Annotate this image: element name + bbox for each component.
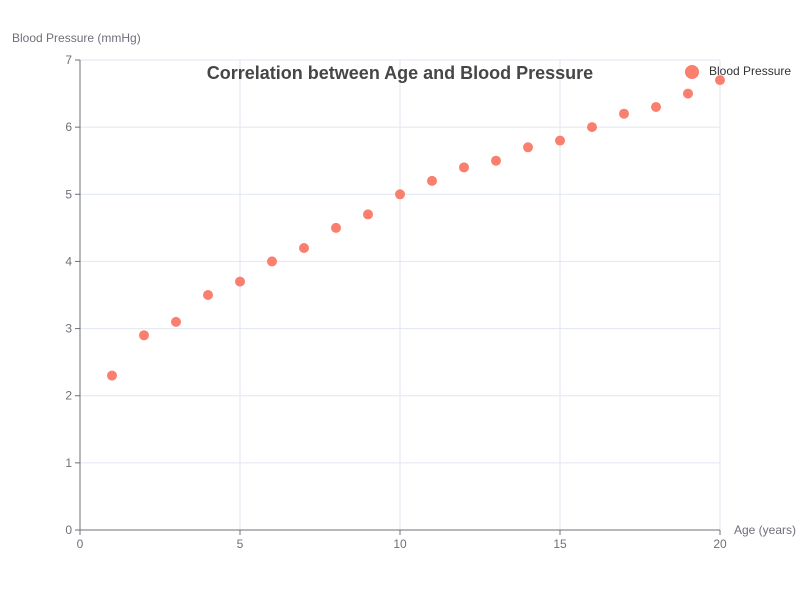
- y-tick-label: 6: [65, 120, 72, 134]
- data-points: [107, 75, 725, 381]
- y-tick-label: 2: [65, 389, 72, 403]
- scatter-point[interactable]: [651, 102, 661, 112]
- scatter-point[interactable]: [299, 243, 309, 253]
- scatter-point[interactable]: [203, 290, 213, 300]
- scatter-point[interactable]: [395, 189, 405, 200]
- x-tick-label: 5: [237, 537, 244, 551]
- legend[interactable]: Blood Pressure: [685, 64, 791, 79]
- x-tick-label: 15: [553, 537, 567, 551]
- scatter-point[interactable]: [107, 370, 117, 381]
- y-tick-label: 5: [65, 187, 72, 201]
- scatter-point[interactable]: [459, 162, 469, 173]
- y-tick-label: 4: [65, 254, 72, 268]
- scatter-point[interactable]: [363, 209, 373, 220]
- scatter-point[interactable]: [427, 175, 437, 186]
- y-tick-label: 1: [65, 456, 72, 470]
- chart-title: Correlation between Age and Blood Pressu…: [207, 63, 593, 83]
- scatter-point[interactable]: [491, 155, 501, 166]
- scatter-point[interactable]: [683, 88, 693, 99]
- scatter-point[interactable]: [235, 276, 245, 287]
- scatter-point[interactable]: [331, 222, 341, 233]
- y-tick-label: 3: [65, 322, 72, 336]
- scatter-point[interactable]: [587, 122, 597, 133]
- scatter-point[interactable]: [619, 108, 629, 119]
- x-tick-label: 10: [393, 537, 407, 551]
- grid: [80, 59, 721, 530]
- scatter-point[interactable]: [139, 330, 149, 341]
- scatter-point[interactable]: [267, 256, 277, 267]
- y-axis-label: Blood Pressure (mmHg): [12, 31, 141, 45]
- scatter-point[interactable]: [171, 316, 181, 327]
- y-tick-label: 0: [65, 523, 72, 537]
- scatter-point[interactable]: [715, 75, 725, 86]
- x-axis-label: Age (years): [734, 523, 796, 537]
- scatter-point[interactable]: [555, 135, 565, 146]
- y-tick-label: 7: [65, 53, 72, 67]
- scatter-point[interactable]: [523, 142, 533, 153]
- legend-label: Blood Pressure: [709, 64, 791, 78]
- x-tick-label: 20: [713, 537, 727, 551]
- x-tick-label: 0: [77, 537, 84, 551]
- legend-marker-icon: [685, 65, 699, 79]
- x-axis-ticks: 0 5 10 15 20: [77, 530, 727, 551]
- y-axis-ticks: 0 1 2 3 4 5 6 7: [65, 53, 80, 537]
